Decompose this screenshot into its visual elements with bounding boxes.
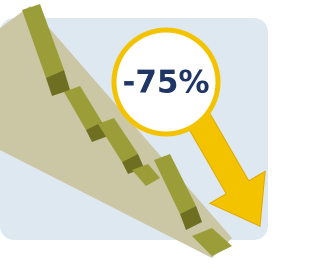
illustration: -75% bbox=[0, 0, 275, 274]
badge-label: -75% bbox=[122, 65, 209, 101]
page: -75% (() => { const data = JSON.parse(do… bbox=[0, 0, 275, 274]
